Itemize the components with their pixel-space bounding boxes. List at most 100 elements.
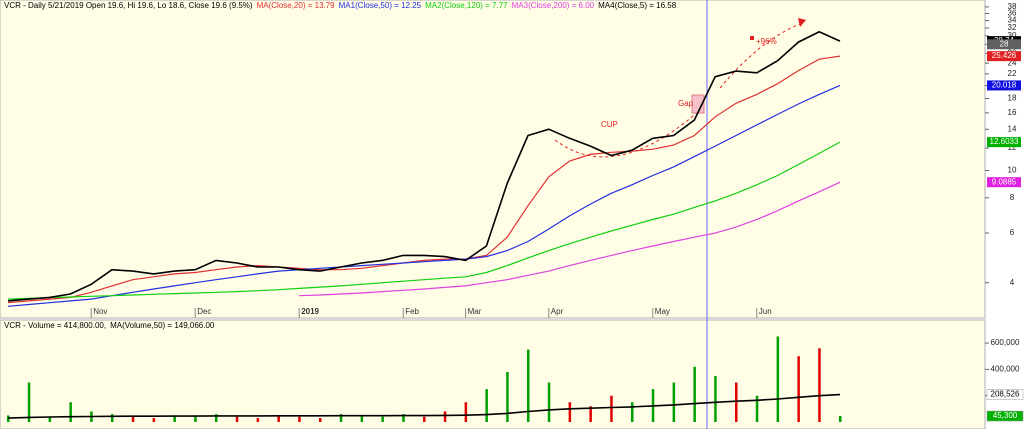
series-line bbox=[299, 181, 841, 297]
price-flag bbox=[987, 80, 1021, 91]
volume-bar bbox=[339, 414, 343, 422]
volume-bar bbox=[48, 416, 52, 422]
y-tick-label: 12 bbox=[1008, 143, 1017, 152]
volume-flag-label: 45,300 bbox=[993, 411, 1018, 420]
marker bbox=[750, 36, 754, 40]
series-line bbox=[7, 393, 841, 419]
y-tick-label: 16 bbox=[1008, 108, 1017, 117]
volume-bar bbox=[631, 402, 634, 422]
annotation: +96% bbox=[756, 37, 777, 46]
y-tick-label: 32 bbox=[1008, 23, 1017, 32]
price-flag bbox=[987, 177, 1021, 188]
series-line bbox=[7, 84, 841, 307]
volume-header: VCR - Volume = 414,800.00, MA(Volume,50) … bbox=[4, 321, 215, 330]
price-flag-label: 28 bbox=[1000, 39, 1009, 48]
volume-bar bbox=[111, 414, 114, 422]
y-tick-label: 38 bbox=[1008, 2, 1017, 11]
volume-bar bbox=[818, 348, 821, 422]
x-tick-label: Jun bbox=[759, 307, 772, 316]
annotation: CUP bbox=[601, 120, 618, 129]
legend-entry: MA(Volume,50) = 149,066.00 bbox=[110, 321, 215, 330]
volume-bar bbox=[235, 416, 239, 422]
y-tick-label: 4 bbox=[1010, 278, 1015, 287]
price-flag bbox=[987, 51, 1021, 62]
volume-bar bbox=[672, 382, 676, 422]
volume-bar bbox=[360, 415, 364, 422]
y-tick-label: 36 bbox=[1008, 9, 1017, 18]
volume-bar bbox=[319, 418, 322, 422]
x-tick-label: Feb bbox=[405, 307, 419, 316]
volume-flag bbox=[986, 389, 1024, 400]
legend-entry: MA1(Close,50) = 12.25 bbox=[339, 1, 422, 10]
volume-panel bbox=[0, 319, 986, 429]
volume-bar bbox=[256, 418, 260, 422]
volume-bar bbox=[797, 356, 800, 422]
y-tick-label: 600,000 bbox=[991, 338, 1020, 347]
y-tick-label: 8 bbox=[1010, 193, 1015, 202]
header-title: VCR - Volume = 414,800.00, bbox=[4, 321, 106, 330]
x-tick-label: Dec bbox=[197, 307, 211, 316]
volume-bar bbox=[443, 411, 447, 422]
price-flag-label: 12.6033 bbox=[990, 137, 1019, 146]
legend-entry: MA2(Close,120) = 7.77 bbox=[425, 1, 508, 10]
y-tick-label: 34 bbox=[1008, 16, 1017, 25]
legend-entry: MA3(Close,200) = 6.00 bbox=[512, 1, 595, 10]
volume-bar bbox=[464, 402, 468, 422]
x-tick-label: May bbox=[655, 307, 670, 316]
volume-bar bbox=[402, 414, 405, 422]
y-tick-label: 18 bbox=[1008, 94, 1017, 103]
volume-bar bbox=[194, 416, 197, 422]
price-flag-label: 25.426 bbox=[992, 51, 1017, 60]
volume-bar bbox=[215, 414, 218, 422]
volume-bar bbox=[693, 366, 696, 422]
volume-bar bbox=[527, 349, 530, 422]
x-tick-label: Apr bbox=[551, 307, 564, 316]
volume-bar bbox=[610, 395, 613, 422]
y-tick-label: 22 bbox=[1008, 69, 1017, 78]
price-flag bbox=[987, 137, 1021, 148]
volume-bar bbox=[131, 416, 135, 422]
arrow-head bbox=[798, 18, 806, 27]
volume-bar bbox=[173, 415, 176, 422]
y-tick-label: 10 bbox=[1008, 166, 1017, 175]
volume-bar bbox=[152, 418, 156, 422]
series-line bbox=[7, 141, 841, 300]
annotation: Gap bbox=[678, 99, 694, 108]
volume-bar bbox=[277, 415, 280, 422]
volume-flag-label: 208,526 bbox=[991, 390, 1020, 399]
y-tick-label: 400,000 bbox=[991, 364, 1020, 373]
volume-bar bbox=[589, 406, 592, 422]
volume-bar bbox=[839, 416, 842, 422]
volume-bar bbox=[69, 402, 72, 422]
header-title: VCR - Daily 5/21/2019 Open 19.6, Hi 19.6… bbox=[4, 1, 253, 10]
x-tick-label: Nov bbox=[93, 307, 107, 316]
volume-bar bbox=[298, 416, 301, 422]
y-tick-label: 6 bbox=[1010, 228, 1015, 237]
price-flag bbox=[987, 39, 1021, 50]
price-flag-label: 20.018 bbox=[992, 81, 1017, 90]
series-line bbox=[7, 30, 841, 302]
volume-bar bbox=[381, 416, 384, 422]
volume-bar bbox=[568, 402, 572, 422]
series-line bbox=[7, 55, 841, 304]
legend-entry: MA4(Close,5) = 16.58 bbox=[598, 1, 677, 10]
volume-bar bbox=[27, 382, 31, 422]
volume-bar bbox=[714, 375, 717, 422]
volume-flag bbox=[986, 410, 1024, 422]
x-tick-label: 2019 bbox=[301, 307, 319, 316]
volume-bar bbox=[485, 389, 488, 422]
volume-bar bbox=[755, 395, 759, 422]
y-tick-label: 24 bbox=[1008, 58, 1017, 67]
price-panel bbox=[0, 0, 986, 319]
y-tick-label: 14 bbox=[1008, 124, 1017, 133]
volume-bar bbox=[735, 382, 738, 422]
y-tick-label: 30 bbox=[1008, 31, 1017, 40]
legend-entry: MA(Close,20) = 13.79 bbox=[257, 1, 336, 10]
price-flag-label: 9.0885 bbox=[992, 177, 1017, 186]
x-tick-label: Mar bbox=[468, 307, 482, 316]
volume-bar bbox=[547, 382, 551, 422]
volume-bar bbox=[423, 416, 426, 422]
price-header: VCR - Daily 5/21/2019 Open 19.6, Hi 19.6… bbox=[4, 1, 677, 10]
volume-bar bbox=[776, 336, 780, 422]
